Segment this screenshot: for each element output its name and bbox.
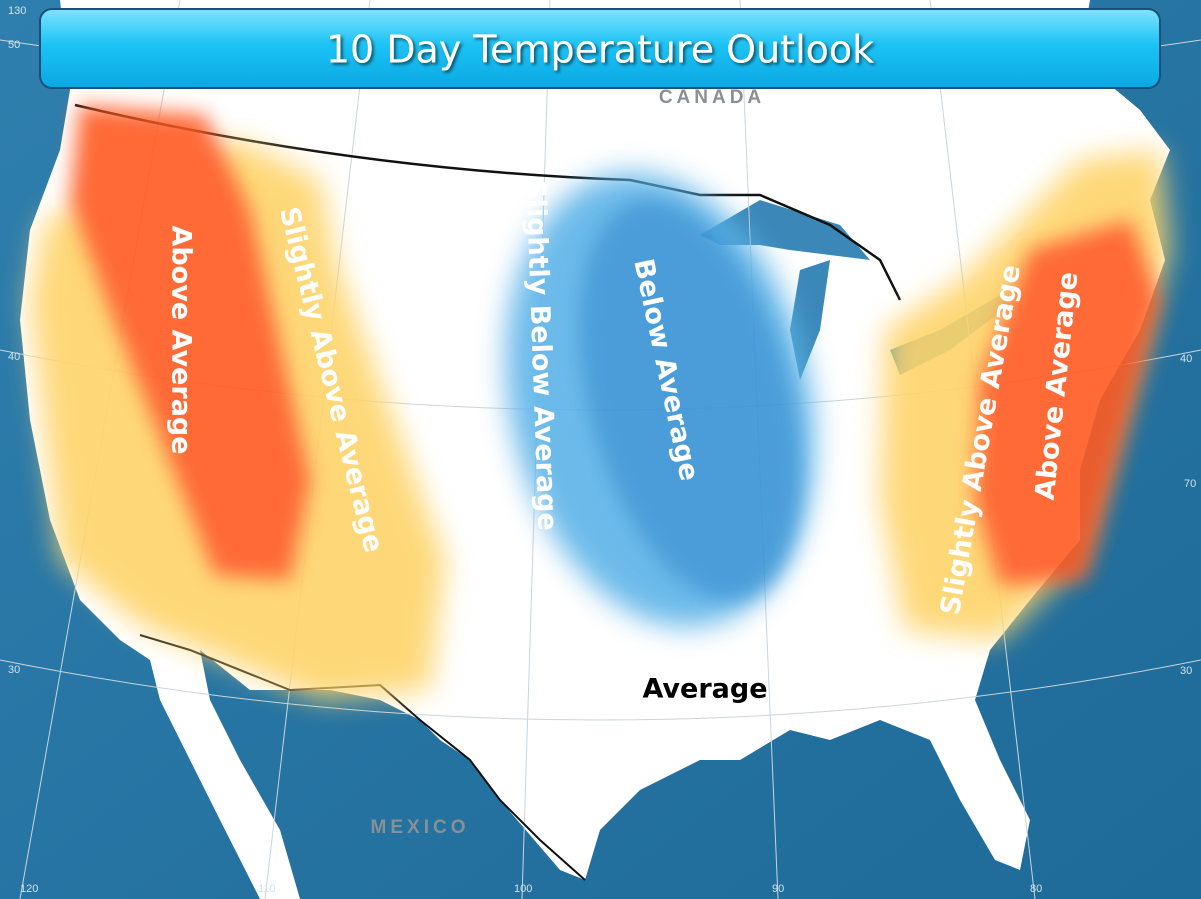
coordinate-label: 70: [1184, 478, 1196, 490]
coordinate-label: 90: [772, 883, 784, 895]
coordinate-label: 80: [1030, 883, 1042, 895]
region-label: Above Average: [166, 225, 197, 454]
title: 10 Day Temperature Outlook: [326, 28, 874, 72]
mexico-border: [139, 634, 586, 881]
coordinate-label: 130: [8, 5, 26, 17]
outlook-areas: [30, 105, 1170, 700]
coordinate-label: 30: [8, 664, 20, 676]
coordinate-label: 100: [514, 883, 532, 895]
coordinate-label: 110: [258, 883, 276, 895]
area-below: [579, 200, 801, 600]
title-bar: [39, 8, 1161, 89]
area-above-east: [975, 220, 1160, 585]
parallel: [0, 659, 1201, 721]
coordinate-label: 40: [1180, 353, 1192, 365]
coordinate-label: 30: [1180, 665, 1192, 677]
area-above-west: [70, 105, 310, 580]
coordinate-label: 50: [8, 39, 20, 51]
coordinate-label: 40: [8, 351, 20, 363]
country-label: CANADA: [659, 87, 765, 108]
country-label: MEXICO: [371, 817, 470, 838]
region-label: Average: [642, 674, 767, 705]
coordinate-label: 120: [20, 883, 38, 895]
